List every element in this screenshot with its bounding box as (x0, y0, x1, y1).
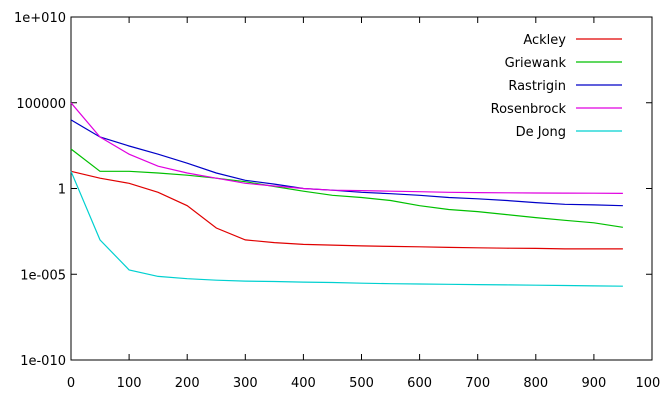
series-line-griewank (70, 148, 623, 228)
y-tick-label: 1e-005 (20, 268, 66, 283)
x-tick-label: 700 (465, 376, 490, 391)
x-tick-label: 1000 (635, 376, 661, 391)
legend-label-rastrigin: Rastrigin (508, 79, 566, 94)
x-tick-label: 500 (349, 376, 374, 391)
y-tick-label: 1 (58, 183, 66, 198)
series-line-rastrigin (70, 119, 623, 207)
legend: Ackley Griewank Rastrigin Rosenbrock De Jong (491, 33, 622, 140)
x-tick-label: 400 (291, 376, 316, 391)
series-line-rosenbrock (70, 102, 623, 194)
legend-label-griewank: Griewank (505, 56, 567, 71)
x-tick-labels: 0 100 200 300 400 500 600 700 800 900 1000 (67, 376, 661, 391)
x-tick-label: 300 (233, 376, 258, 391)
y-tick-label: 1e+010 (14, 11, 66, 26)
series-line-ackley (70, 170, 623, 250)
tick-marks (70, 16, 653, 361)
legend-label-ackley: Ackley (523, 33, 566, 48)
series-lines (70, 102, 623, 287)
x-tick-label: 800 (523, 376, 548, 391)
y-tick-labels: 1e-010 1e-005 1 100000 1e+010 (14, 11, 66, 369)
legend-label-rosenbrock: Rosenbrock (491, 102, 567, 117)
y-tick-label: 100000 (16, 97, 66, 112)
x-tick-label: 200 (175, 376, 200, 391)
x-tick-label: 900 (581, 376, 606, 391)
x-tick-label: 0 (67, 376, 75, 391)
series-line-de-jong (70, 171, 623, 287)
legend-label-de-jong: De Jong (516, 125, 566, 140)
x-tick-label: 100 (117, 376, 142, 391)
y-tick-label: 1e-010 (20, 354, 66, 369)
x-tick-label: 600 (407, 376, 432, 391)
